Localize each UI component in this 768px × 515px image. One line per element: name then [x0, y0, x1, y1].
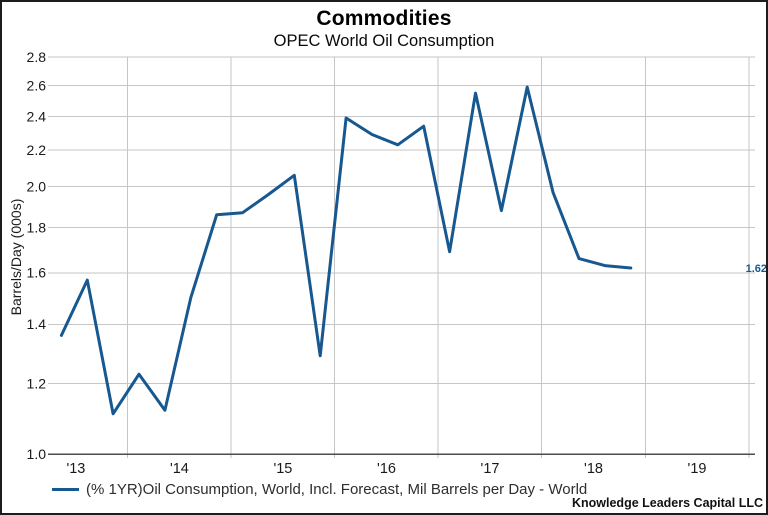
x-tick-label: '18 — [584, 461, 603, 477]
y-tick-label: 1.4 — [27, 316, 47, 332]
last-value-label: 1.62 — [746, 263, 767, 275]
x-tick-label: '15 — [273, 461, 292, 477]
legend-line-swatch — [52, 488, 79, 491]
x-tick-label: '19 — [688, 461, 707, 477]
y-tick-label: 1.8 — [27, 219, 47, 235]
y-tick-label: 2.8 — [27, 49, 47, 65]
chart-subtitle: OPEC World Oil Consumption — [273, 32, 495, 50]
x-tick-label: '14 — [170, 461, 189, 477]
legend-series-label: (% 1YR)Oil Consumption, World, Incl. For… — [86, 481, 588, 498]
series-line — [59, 85, 633, 416]
y-tick-label: 1.6 — [27, 265, 47, 281]
legend: (% 1YR)Oil Consumption, World, Incl. For… — [52, 481, 587, 498]
y-tick-label: 2.6 — [27, 78, 47, 94]
y-tick-label: 1.2 — [27, 376, 47, 392]
x-tick-label: '17 — [481, 461, 500, 477]
y-tick-label: 1.0 — [27, 446, 47, 462]
y-tick-label: 2.0 — [27, 179, 47, 195]
x-tick-label: '16 — [377, 461, 396, 477]
attribution-text: Knowledge Leaders Capital LLC — [571, 496, 763, 510]
chart-title: Commodities — [316, 7, 452, 30]
x-tick-label: '13 — [66, 461, 85, 477]
y-tick-label: 2.4 — [27, 108, 47, 124]
y-tick-label: 2.2 — [27, 142, 47, 158]
